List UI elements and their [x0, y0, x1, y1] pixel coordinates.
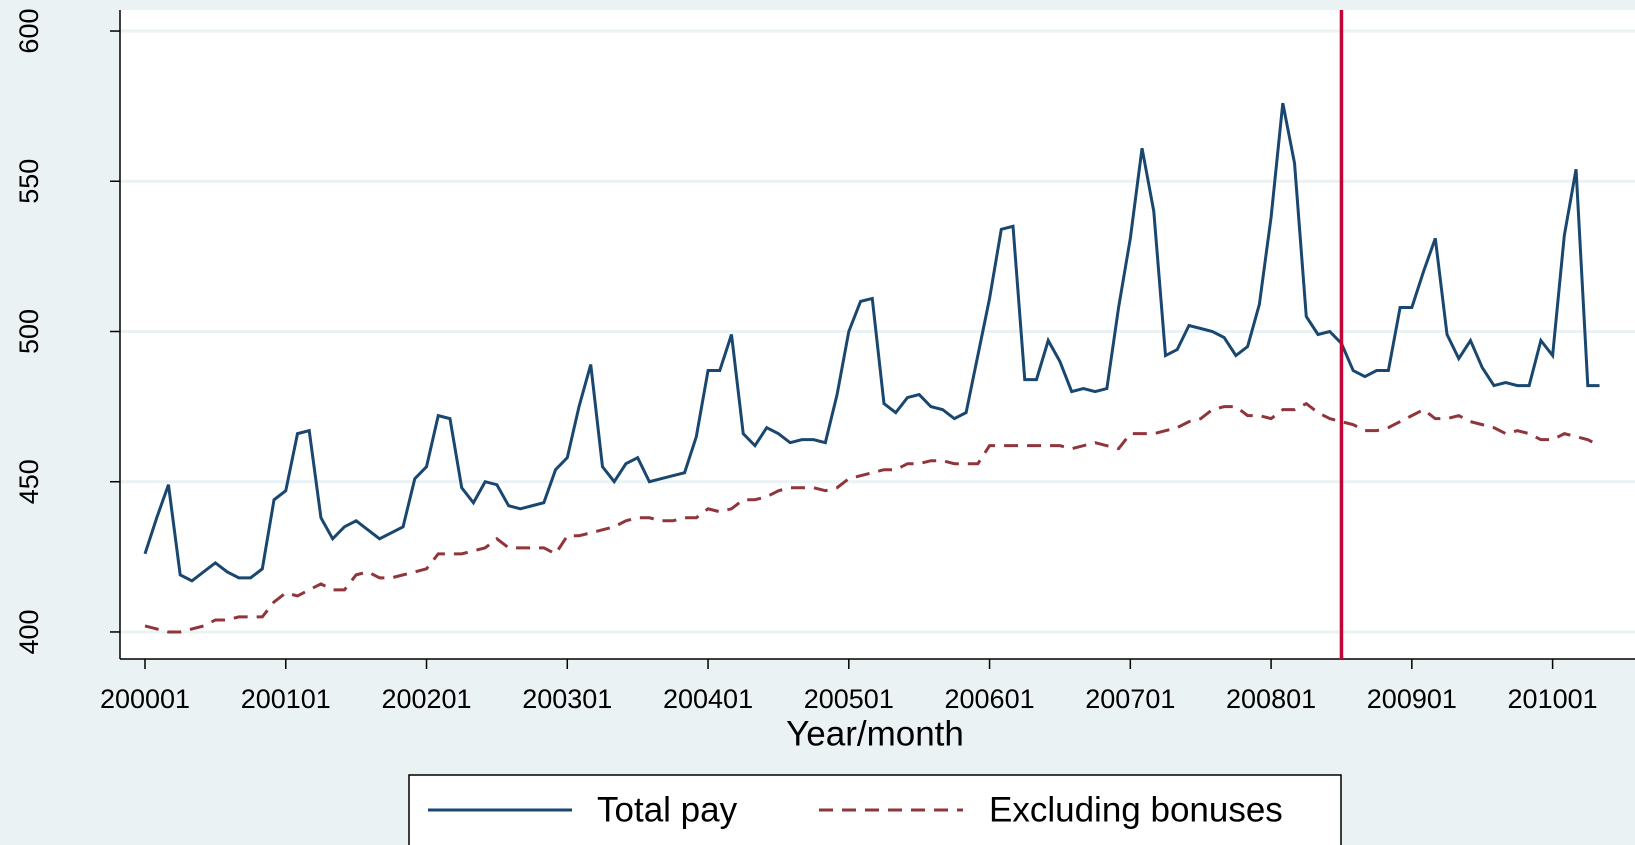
y-tick-label: 550	[14, 159, 44, 204]
x-tick-label: 200501	[804, 684, 894, 714]
x-tick-label: 201001	[1508, 684, 1598, 714]
x-tick-label: 200901	[1367, 684, 1457, 714]
y-tick-label: 450	[14, 459, 44, 504]
legend-label: Total pay	[597, 790, 738, 829]
y-tick-label: 500	[14, 309, 44, 354]
y-tick-label: 400	[14, 609, 44, 654]
x-tick-label: 200001	[100, 684, 190, 714]
series-line	[143, 102, 1600, 583]
x-tick-label: 200401	[663, 684, 753, 714]
legend-label: Excluding bonuses	[989, 790, 1283, 829]
x-tick-label: 200201	[381, 684, 471, 714]
x-tick-label: 200301	[522, 684, 612, 714]
y-tick-label: 600	[14, 9, 44, 54]
x-axis-title: Year/month	[786, 714, 964, 753]
x-tick-label: 200601	[945, 684, 1035, 714]
x-tick-label: 200701	[1085, 684, 1175, 714]
x-tick-label: 200801	[1226, 684, 1316, 714]
x-tick-label: 200101	[241, 684, 331, 714]
